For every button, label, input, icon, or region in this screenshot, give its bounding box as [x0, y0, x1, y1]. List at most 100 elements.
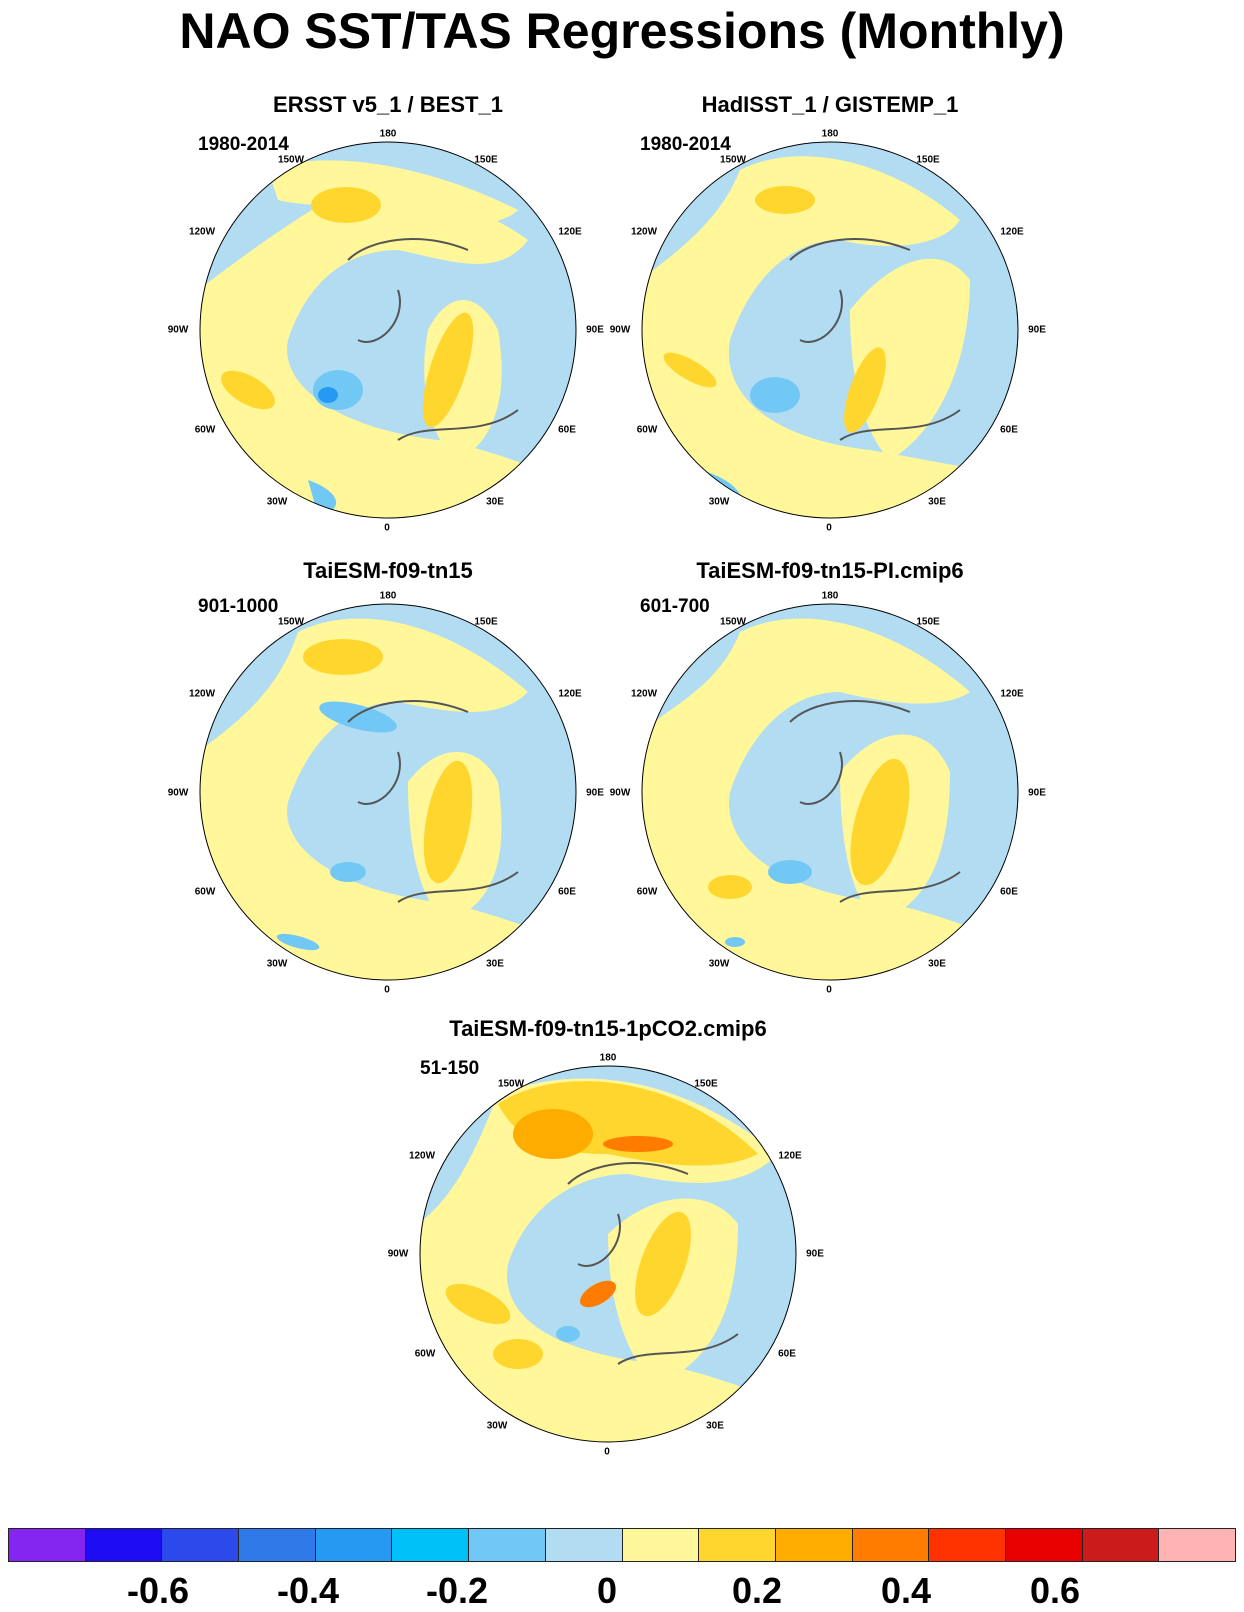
panel-3-period: 901-1000 — [198, 596, 279, 617]
panel-3-lon-30w: 30W — [266, 958, 288, 970]
panel-4-lon-90w: 90W — [609, 787, 631, 799]
panel-1-lon-120e: 120E — [558, 226, 582, 238]
panel-3-lon-180: 180 — [379, 590, 397, 602]
panel-5-lon-60e: 60E — [778, 1348, 796, 1360]
colorbar-swatch-8 — [622, 1529, 700, 1561]
panel-3-title: TaiESM-f09-tn15 — [303, 558, 473, 583]
panel-4-lon-30w: 30W — [708, 958, 730, 970]
panel-4-lon-90e: 90E — [1028, 787, 1046, 799]
colorbar-swatch-7 — [545, 1529, 623, 1561]
colorbar-swatch-3 — [239, 1529, 316, 1561]
colorbar-swatch-0 — [9, 1529, 86, 1561]
panel-1-lon-90e: 90E — [586, 324, 604, 336]
colorbar-swatch-9 — [699, 1529, 776, 1561]
colorbar-swatch-13 — [1005, 1529, 1083, 1561]
polar-map-taiesm — [199, 603, 577, 981]
panel-1-title: ERSST v5_1 / BEST_1 — [273, 92, 503, 117]
panel-3-lon-60e: 60E — [558, 886, 576, 898]
polar-map-hadisst-gistemp — [641, 141, 1019, 519]
panel-4-period: 601-700 — [640, 596, 710, 617]
panel-1-lon-180: 180 — [379, 128, 397, 140]
colorbar-swatch-12 — [929, 1529, 1006, 1561]
panel-2-lon-0: 0 — [826, 522, 832, 534]
colorbar-label-neg04: -0.4 — [276, 1570, 340, 1611]
panel-2-lon-30e: 30E — [928, 496, 946, 508]
panel-1-lon-30w: 30W — [266, 496, 288, 508]
colorbar-label-pos04: 0.4 — [880, 1570, 932, 1611]
colorbar-swatch-2 — [162, 1529, 240, 1561]
panel-1-lon-0: 0 — [384, 522, 390, 534]
polar-map-ersst-best — [199, 141, 577, 519]
panel-2-period: 1980-2014 — [640, 134, 731, 155]
colorbar — [8, 1528, 1236, 1562]
panel-2-lon-150w: 150W — [719, 154, 747, 166]
panel-1-period: 1980-2014 — [198, 134, 289, 155]
panel-4-lon-150w: 150W — [719, 616, 747, 628]
colorbar-label-pos02: 0.2 — [731, 1570, 783, 1611]
colorbar-swatch-14 — [1082, 1529, 1160, 1561]
panel-4-lon-120e: 120E — [1000, 688, 1024, 700]
panel-5-lon-60w: 60W — [414, 1348, 436, 1360]
panel-1-lon-90w: 90W — [167, 324, 189, 336]
panel-5-lon-120e: 120E — [778, 1150, 802, 1162]
panel-2-lon-60w: 60W — [636, 424, 658, 436]
colorbar-label-neg02: -0.2 — [425, 1570, 489, 1611]
panel-5-lon-30w: 30W — [486, 1420, 508, 1432]
colorbar-label-zero: 0 — [596, 1570, 618, 1611]
panel-2-lon-120e: 120E — [1000, 226, 1024, 238]
colorbar-swatch-6 — [469, 1529, 546, 1561]
panel-3-lon-150e: 150E — [474, 616, 498, 628]
panel-5-lon-150e: 150E — [694, 1078, 718, 1090]
panel-3-lon-120e: 120E — [558, 688, 582, 700]
panel-5-period: 51-150 — [420, 1058, 480, 1079]
panel-5-title: TaiESM-f09-tn15-1pCO2.cmip6 — [449, 1016, 767, 1041]
panel-4-lon-150e: 150E — [916, 616, 940, 628]
panel-2-title: HadISST_1 / GISTEMP_1 — [701, 92, 959, 117]
panel-2-lon-30w: 30W — [708, 496, 730, 508]
panel-5-lon-90e: 90E — [806, 1248, 824, 1260]
panel-3-lon-60w: 60W — [194, 886, 216, 898]
panel-4-lon-60e: 60E — [1000, 886, 1018, 898]
polar-map-taiesm-1pco2 — [419, 1065, 797, 1443]
panel-3-lon-30e: 30E — [486, 958, 504, 970]
panel-2-lon-120w: 120W — [630, 226, 658, 238]
panel-5-lon-90w: 90W — [387, 1248, 409, 1260]
panel-4-lon-120w: 120W — [630, 688, 658, 700]
colorbar-swatch-10 — [775, 1529, 853, 1561]
panel-1-lon-60w: 60W — [194, 424, 216, 436]
panel-1-lon-30e: 30E — [486, 496, 504, 508]
colorbar-swatch-1 — [85, 1529, 163, 1561]
panel-3-lon-120w: 120W — [188, 688, 216, 700]
panel-2-lon-60e: 60E — [1000, 424, 1018, 436]
panel-2-lon-180: 180 — [821, 128, 839, 140]
panel-4-lon-60w: 60W — [636, 886, 658, 898]
panel-3-lon-90w: 90W — [167, 787, 189, 799]
panel-1-lon-150w: 150W — [277, 154, 305, 166]
panel-3-lon-150w: 150W — [277, 616, 305, 628]
panel-5-lon-120w: 120W — [408, 1150, 436, 1162]
panel-4-lon-30e: 30E — [928, 958, 946, 970]
colorbar-swatch-11 — [852, 1529, 930, 1561]
panel-4-lon-180: 180 — [821, 590, 839, 602]
panel-1-lon-150e: 150E — [474, 154, 498, 166]
colorbar-swatch-5 — [392, 1529, 470, 1561]
panel-1-lon-60e: 60E — [558, 424, 576, 436]
colorbar-label-neg06: -0.6 — [126, 1570, 190, 1611]
panel-5-lon-180: 180 — [599, 1052, 617, 1064]
panel-4-title: TaiESM-f09-tn15-PI.cmip6 — [696, 558, 964, 583]
panel-2-lon-150e: 150E — [916, 154, 940, 166]
polar-map-taiesm-pi — [641, 603, 1019, 981]
panel-3-lon-90e: 90E — [586, 787, 604, 799]
panel-2-lon-90e: 90E — [1028, 324, 1046, 336]
panel-5-lon-30e: 30E — [706, 1420, 724, 1432]
panel-4-lon-0: 0 — [826, 984, 832, 996]
panel-2-lon-90w: 90W — [609, 324, 631, 336]
colorbar-swatch-4 — [315, 1529, 393, 1561]
panel-5-lon-150w: 150W — [497, 1078, 525, 1090]
panel-3-lon-0: 0 — [384, 984, 390, 996]
panel-5-lon-0: 0 — [604, 1446, 610, 1458]
colorbar-swatch-15 — [1159, 1529, 1235, 1561]
colorbar-label-pos06: 0.6 — [1029, 1570, 1081, 1611]
panel-1-lon-120w: 120W — [188, 226, 216, 238]
figure-title: NAO SST/TAS Regressions (Monthly) — [179, 3, 1065, 59]
